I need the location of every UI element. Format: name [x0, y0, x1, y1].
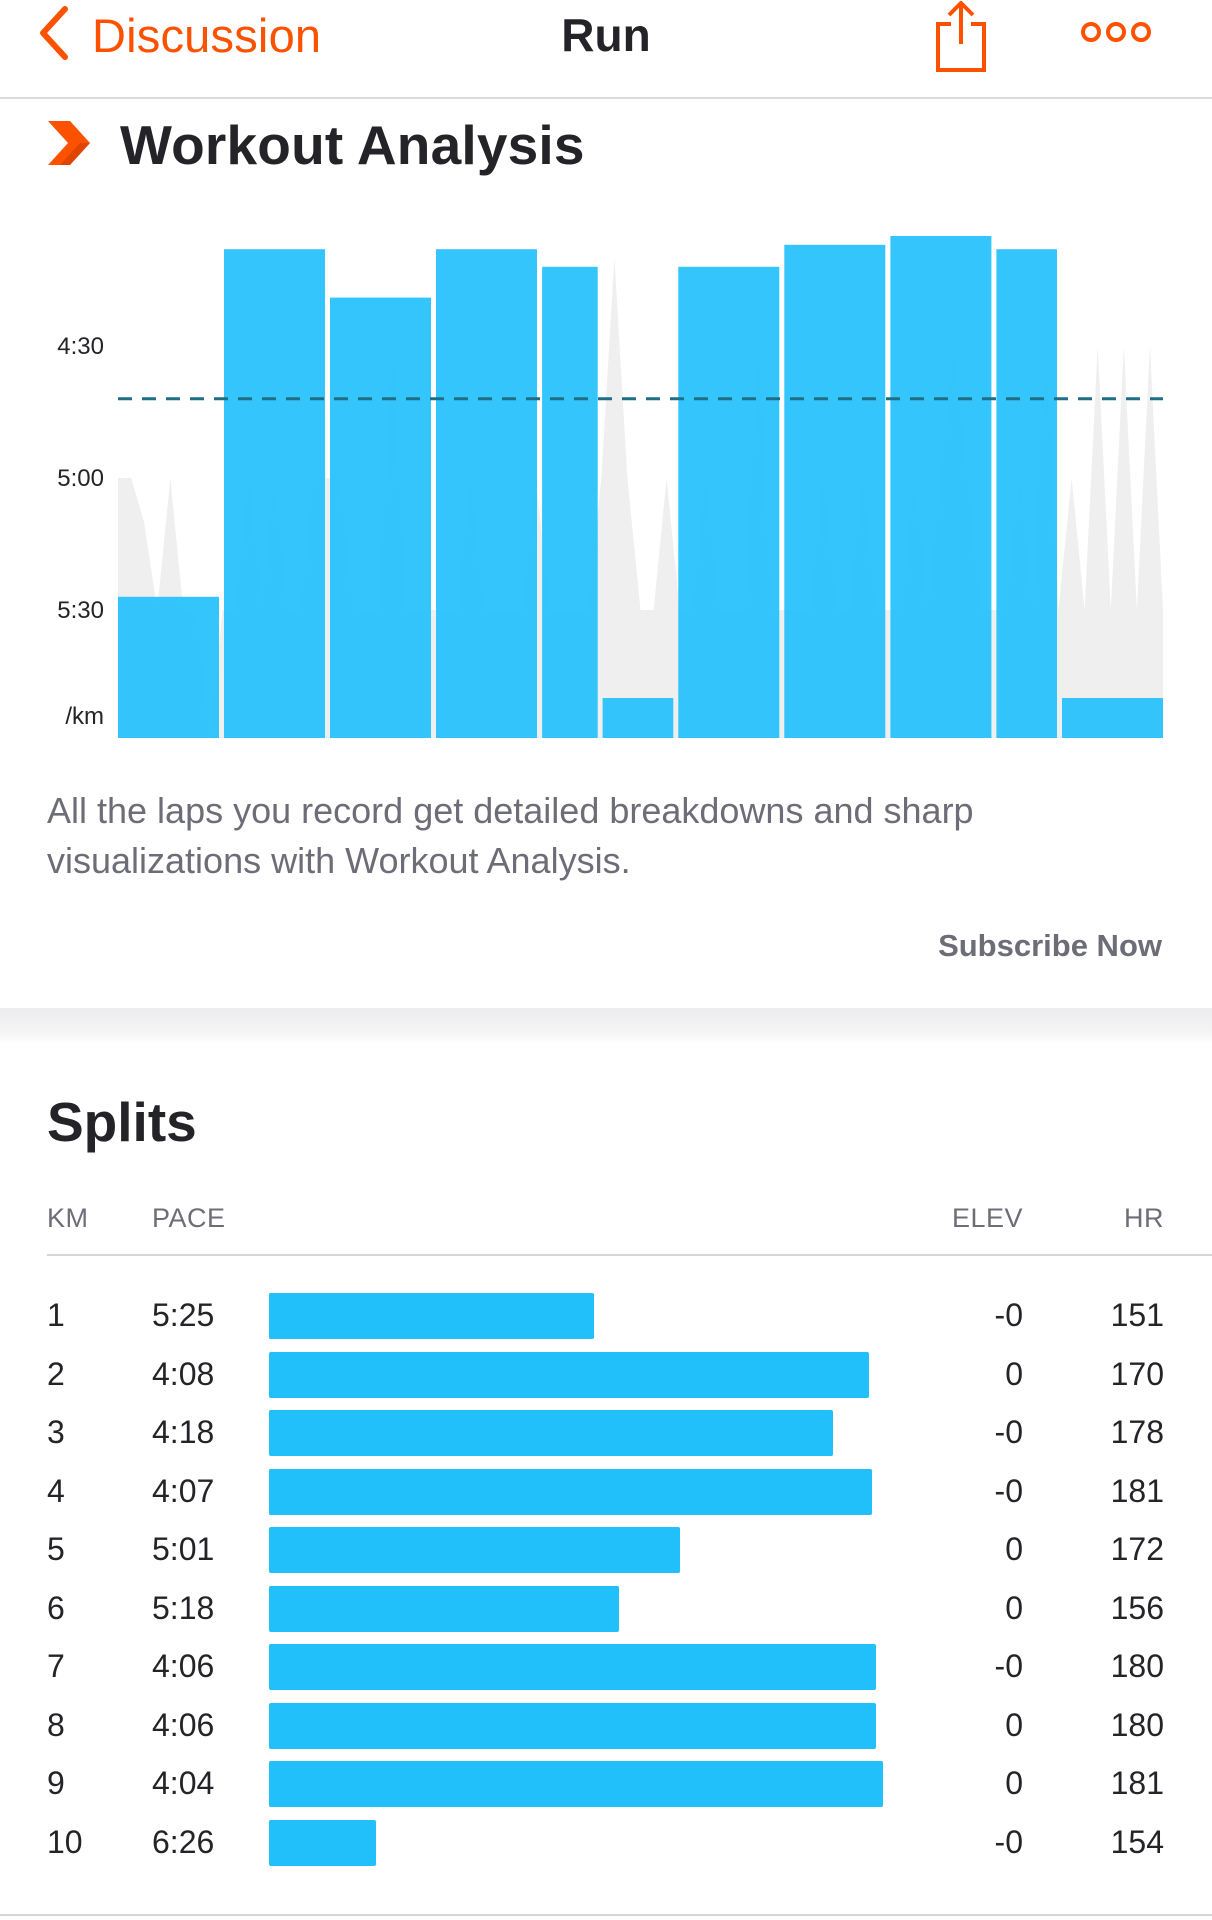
split-pace: 4:07 [152, 1472, 215, 1509]
split-row: 10 6:26 -0 154 [0, 1818, 1212, 1876]
more-dots-icon [1081, 22, 1151, 42]
split-km: 3 [47, 1414, 65, 1450]
hr-column-header: HR [1124, 1203, 1164, 1233]
split-elev: 0 [1005, 1765, 1023, 1801]
split-km: 7 [47, 1648, 65, 1684]
elev-column-header: ELEV [951, 1203, 1023, 1233]
split-elev: -0 [994, 1823, 1023, 1860]
splits-title: Splits [47, 1091, 197, 1153]
workout-analysis-title: Workout Analysis [120, 114, 585, 176]
lap-bar [436, 249, 537, 738]
split-km: 1 [47, 1297, 65, 1333]
split-pace: 4:06 [152, 1648, 215, 1684]
split-hr: 180 [1110, 1648, 1164, 1684]
split-km: 6 [47, 1589, 65, 1626]
split-pace: 4:08 [152, 1355, 215, 1392]
split-row: 3 4:18 -0 178 [0, 1408, 1212, 1466]
lap-bar [1062, 698, 1163, 738]
share-icon [936, 1, 986, 72]
lap-bar [890, 236, 992, 738]
split-pace-bar [269, 1293, 594, 1339]
split-row: 5 5:01 0 172 [0, 1525, 1212, 1583]
lap-bar [542, 266, 598, 738]
split-elev: 0 [1005, 1706, 1023, 1743]
subscribe-now-link[interactable]: Subscribe Now [938, 928, 1162, 963]
split-elev: 0 [1005, 1355, 1023, 1392]
split-row: 6 5:18 0 156 [0, 1584, 1212, 1642]
workout-analysis-description: All the laps you record get detailed bre… [47, 790, 974, 881]
split-km: 10 [47, 1823, 83, 1860]
lap-bar [602, 698, 674, 738]
split-hr: 178 [1110, 1414, 1164, 1450]
split-elev: -0 [994, 1472, 1023, 1509]
split-pace: 5:18 [152, 1589, 215, 1626]
split-km: 2 [47, 1355, 65, 1392]
more-button[interactable] [1080, 14, 1152, 50]
split-hr: 181 [1110, 1765, 1164, 1801]
split-row: 2 4:08 0 170 [0, 1350, 1212, 1408]
y-tick-label: 5:30 [57, 597, 104, 624]
workout-analysis-header: Workout Analysis [48, 110, 585, 180]
split-row: 1 5:25 -0 151 [0, 1291, 1212, 1349]
split-elev: 0 [1005, 1531, 1023, 1567]
splits-header-divider [47, 1254, 1212, 1256]
split-pace-bar [269, 1351, 869, 1398]
split-hr: 154 [1110, 1823, 1164, 1860]
split-elev: 0 [1005, 1589, 1023, 1626]
split-km: 9 [47, 1765, 65, 1801]
lap-bar [996, 249, 1057, 738]
nav-bar: Discussion Run [0, 0, 1212, 99]
y-axis-unit-label: /km [65, 703, 104, 730]
split-pace-bar [269, 1410, 834, 1456]
split-hr: 170 [1110, 1355, 1164, 1392]
back-button[interactable]: Discussion [38, 0, 321, 70]
split-row: 9 4:04 0 181 [0, 1759, 1212, 1817]
split-hr: 156 [1110, 1589, 1164, 1626]
split-row: 4 4:07 -0 181 [0, 1467, 1212, 1525]
workout-analysis-chart: 4:30 5:00 5:30 /km [57, 236, 1163, 742]
split-pace: 5:25 [152, 1297, 215, 1333]
section-divider [0, 1008, 1212, 1044]
split-hr: 151 [1110, 1297, 1164, 1333]
km-column-header: KM [47, 1203, 89, 1233]
split-elev: -0 [994, 1414, 1023, 1450]
split-pace: 6:26 [152, 1823, 215, 1860]
split-pace-bar [269, 1527, 680, 1573]
split-pace: 4:06 [152, 1706, 215, 1743]
lap-bar [224, 249, 325, 738]
split-pace: 4:04 [152, 1765, 215, 1801]
back-label: Discussion [92, 8, 322, 62]
strava-chevron-icon [48, 120, 90, 170]
lap-bar [118, 596, 219, 738]
split-elev: -0 [994, 1648, 1023, 1684]
split-row: 7 4:06 -0 180 [0, 1642, 1212, 1700]
split-pace-bar [269, 1585, 619, 1632]
split-pace: 5:01 [152, 1531, 215, 1567]
split-km: 5 [47, 1531, 65, 1567]
split-hr: 180 [1110, 1706, 1164, 1743]
split-row: 8 4:06 0 180 [0, 1701, 1212, 1759]
split-hr: 181 [1110, 1472, 1164, 1509]
split-pace-bar [269, 1702, 876, 1749]
split-pace: 4:18 [152, 1414, 215, 1450]
y-tick-label: 5:00 [57, 465, 104, 492]
pace-column-header: PACE [152, 1203, 226, 1233]
split-pace-bar [269, 1644, 876, 1690]
split-pace-bar [269, 1819, 377, 1866]
lap-bar [330, 297, 431, 738]
split-pace-bar [269, 1761, 883, 1807]
lap-bar [678, 266, 780, 738]
split-hr: 172 [1110, 1531, 1164, 1567]
bottom-divider [0, 1914, 1212, 1916]
y-tick-label: 4:30 [57, 333, 104, 360]
split-elev: -0 [994, 1297, 1023, 1333]
chevron-left-icon [38, 5, 70, 66]
share-button[interactable] [932, 0, 990, 72]
lap-bar [784, 244, 886, 739]
split-km: 4 [47, 1472, 65, 1509]
split-pace-bar [269, 1468, 873, 1515]
split-km: 8 [47, 1706, 65, 1743]
